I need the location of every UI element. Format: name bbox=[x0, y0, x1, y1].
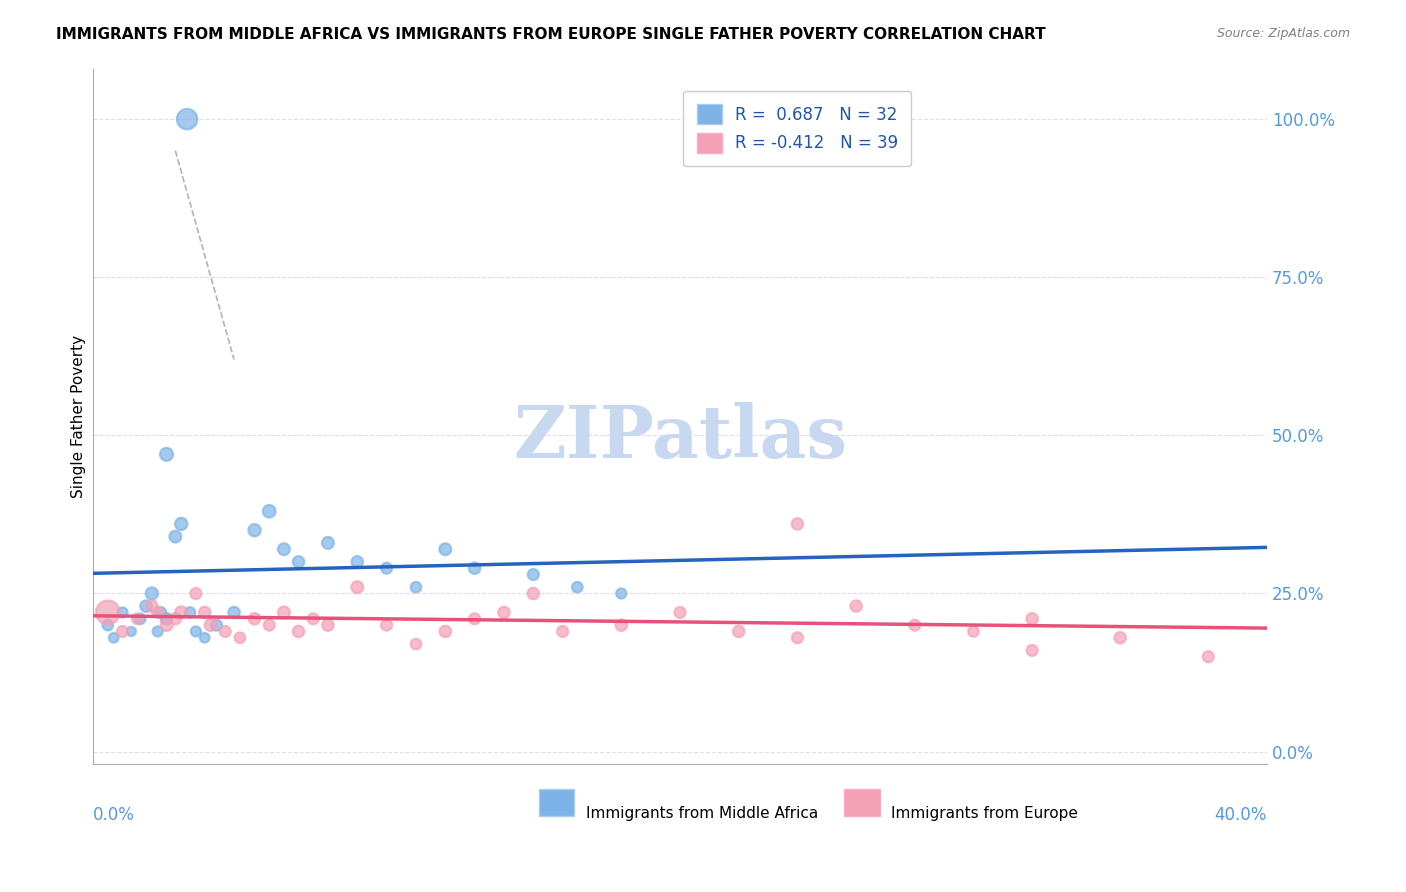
Point bbox=[904, 618, 927, 632]
Point bbox=[141, 586, 163, 600]
Point bbox=[135, 599, 157, 614]
Point bbox=[129, 612, 152, 626]
Point bbox=[434, 624, 457, 639]
Point bbox=[200, 618, 222, 632]
Point bbox=[375, 618, 398, 632]
Point bbox=[165, 612, 187, 626]
Point bbox=[316, 536, 339, 550]
Point bbox=[610, 618, 633, 632]
Point bbox=[205, 618, 228, 632]
Point bbox=[346, 555, 368, 569]
Point bbox=[170, 606, 193, 620]
Point bbox=[287, 555, 309, 569]
Point bbox=[257, 618, 280, 632]
Point bbox=[405, 637, 427, 651]
Point bbox=[551, 624, 574, 639]
Point bbox=[149, 606, 172, 620]
Point bbox=[1021, 643, 1043, 657]
Text: 0.0%: 0.0% bbox=[93, 806, 135, 824]
Point bbox=[287, 624, 309, 639]
Point bbox=[273, 542, 295, 557]
Text: ZIPatlas: ZIPatlas bbox=[513, 401, 846, 473]
Point bbox=[346, 580, 368, 594]
Point bbox=[155, 618, 177, 632]
Point bbox=[375, 561, 398, 575]
FancyBboxPatch shape bbox=[845, 789, 880, 816]
Point bbox=[155, 612, 177, 626]
Point bbox=[243, 523, 266, 537]
Point bbox=[522, 567, 544, 582]
Point bbox=[214, 624, 236, 639]
Point bbox=[273, 606, 295, 620]
Text: Immigrants from Europe: Immigrants from Europe bbox=[891, 806, 1078, 821]
Point bbox=[184, 624, 207, 639]
Point bbox=[302, 612, 325, 626]
Point bbox=[97, 618, 120, 632]
Point bbox=[405, 580, 427, 594]
Point bbox=[522, 586, 544, 600]
Point bbox=[146, 606, 169, 620]
Point bbox=[120, 624, 142, 639]
Point bbox=[97, 606, 120, 620]
Point bbox=[257, 504, 280, 518]
Point bbox=[727, 624, 749, 639]
Point bbox=[316, 618, 339, 632]
Point bbox=[222, 606, 245, 620]
Point bbox=[146, 624, 169, 639]
Point bbox=[184, 586, 207, 600]
Point bbox=[103, 631, 125, 645]
Point bbox=[243, 612, 266, 626]
Point bbox=[786, 516, 808, 531]
Point bbox=[165, 530, 187, 544]
Point bbox=[786, 631, 808, 645]
Legend: R =  0.687   N = 32, R = -0.412   N = 39: R = 0.687 N = 32, R = -0.412 N = 39 bbox=[683, 91, 911, 167]
Text: Immigrants from Middle Africa: Immigrants from Middle Africa bbox=[586, 806, 818, 821]
Point bbox=[845, 599, 868, 614]
Point bbox=[141, 599, 163, 614]
Point bbox=[111, 606, 134, 620]
FancyBboxPatch shape bbox=[538, 789, 575, 816]
Y-axis label: Single Father Poverty: Single Father Poverty bbox=[72, 334, 86, 498]
Point bbox=[492, 606, 515, 620]
Point bbox=[111, 624, 134, 639]
Point bbox=[194, 631, 217, 645]
Point bbox=[567, 580, 589, 594]
Point bbox=[464, 612, 486, 626]
Point bbox=[127, 612, 149, 626]
Point bbox=[434, 542, 457, 557]
Text: IMMIGRANTS FROM MIDDLE AFRICA VS IMMIGRANTS FROM EUROPE SINGLE FATHER POVERTY CO: IMMIGRANTS FROM MIDDLE AFRICA VS IMMIGRA… bbox=[56, 27, 1046, 42]
Point bbox=[610, 586, 633, 600]
Point bbox=[1109, 631, 1132, 645]
Point bbox=[194, 606, 217, 620]
Point bbox=[962, 624, 984, 639]
Point bbox=[176, 112, 198, 127]
Point bbox=[669, 606, 692, 620]
Point bbox=[170, 516, 193, 531]
Point bbox=[1021, 612, 1043, 626]
Point bbox=[179, 606, 201, 620]
Point bbox=[464, 561, 486, 575]
Text: 40.0%: 40.0% bbox=[1215, 806, 1267, 824]
Point bbox=[1197, 649, 1219, 664]
Point bbox=[229, 631, 252, 645]
Point bbox=[155, 447, 177, 461]
Text: Source: ZipAtlas.com: Source: ZipAtlas.com bbox=[1216, 27, 1350, 40]
